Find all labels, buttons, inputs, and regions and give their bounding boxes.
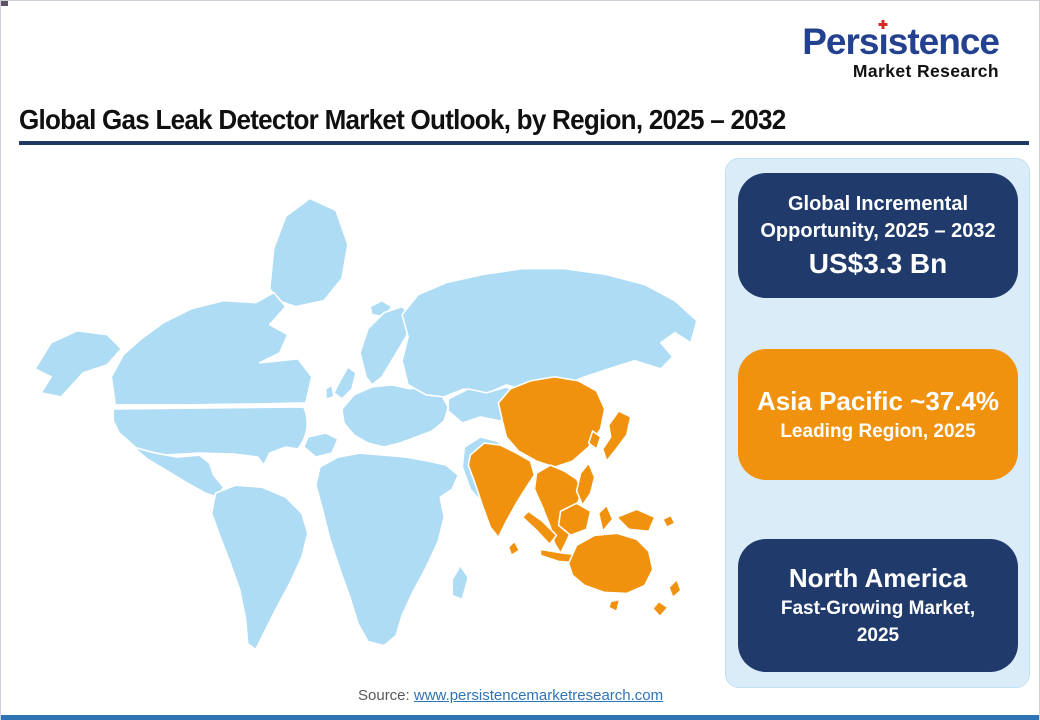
mexico-shape: [132, 446, 225, 498]
japan-shape: [601, 410, 632, 462]
card-text-line: Global Incremental: [787, 192, 969, 215]
card-leading-region: Asia Pacific ~37.4% Leading Region, 2025: [738, 349, 1018, 480]
india-pakistan-shape: [467, 442, 536, 539]
russia-shape: [401, 267, 698, 398]
source-label: Source:: [358, 687, 410, 704]
iberia-shape: [303, 432, 339, 458]
tasmania-shape: [607, 598, 621, 613]
logo-red-plus-icon: [878, 20, 888, 29]
card-subline: Fast-Growing Market,: [780, 598, 976, 619]
australia-shape: [567, 532, 654, 595]
pacific-islands-shape: [662, 514, 676, 529]
bottom-accent-bar: [1, 715, 1039, 720]
greenland-shape: [268, 197, 349, 308]
card-fast-growing-market: North America Fast-Growing Market, 2025: [738, 539, 1018, 672]
region-rest-of-world: [34, 197, 698, 651]
card-value: US$3.3 Bn: [808, 247, 948, 279]
sri-lanka-shape: [507, 540, 521, 557]
card-subline: Leading Region, 2025: [780, 420, 976, 442]
south-america-shape: [210, 484, 309, 651]
africa-shape: [315, 452, 460, 647]
ireland-shape: [325, 384, 335, 400]
card-headline: North America: [788, 563, 968, 593]
borneo-shape: [557, 502, 592, 537]
world-map: [11, 157, 723, 701]
madagascar-shape: [451, 564, 470, 601]
logo-brand-text: Persı stence: [802, 20, 1000, 62]
card-global-incremental-opportunity: Global Incremental Opportunity, 2025 – 2…: [738, 173, 1018, 298]
canada-shape: [110, 291, 313, 406]
logo-tagline: Market Research: [852, 61, 999, 81]
uk-shape: [333, 366, 357, 400]
persistence-market-research-logo: Persı stence Market Research: [802, 20, 1000, 81]
page-title: Global Gas Leak Detector Market Outlook,…: [19, 104, 786, 135]
korea-shape: [587, 430, 602, 450]
new-guinea-shape: [615, 508, 656, 533]
card-headline: Asia Pacific ~37.4%: [756, 385, 1000, 416]
china-mongolia-shape: [497, 376, 606, 468]
europe-shape: [341, 384, 450, 448]
region-asia-pacific-highlight: [467, 376, 682, 618]
source-line: Source: www.persistencemarketresearch.co…: [358, 687, 663, 704]
sulawesi-shape: [597, 504, 614, 533]
usa-shape: [112, 406, 309, 466]
philippines-shape: [575, 462, 596, 507]
new-zealand-south-shape: [652, 600, 669, 618]
alaska-shape: [34, 329, 123, 398]
sumatra-shape: [521, 510, 558, 546]
source-link[interactable]: www.persistencemarketresearch.com: [413, 687, 664, 704]
title-underline: [19, 141, 1029, 145]
card-subline: 2025: [856, 625, 900, 646]
card-text-line: Opportunity, 2025 – 2032: [760, 219, 996, 242]
corner-mark: [1, 1, 8, 6]
world-map-svg: [34, 197, 698, 651]
stats-sidebar-panel: Global Incremental Opportunity, 2025 – 2…: [725, 158, 1030, 688]
new-zealand-north-shape: [668, 578, 682, 599]
